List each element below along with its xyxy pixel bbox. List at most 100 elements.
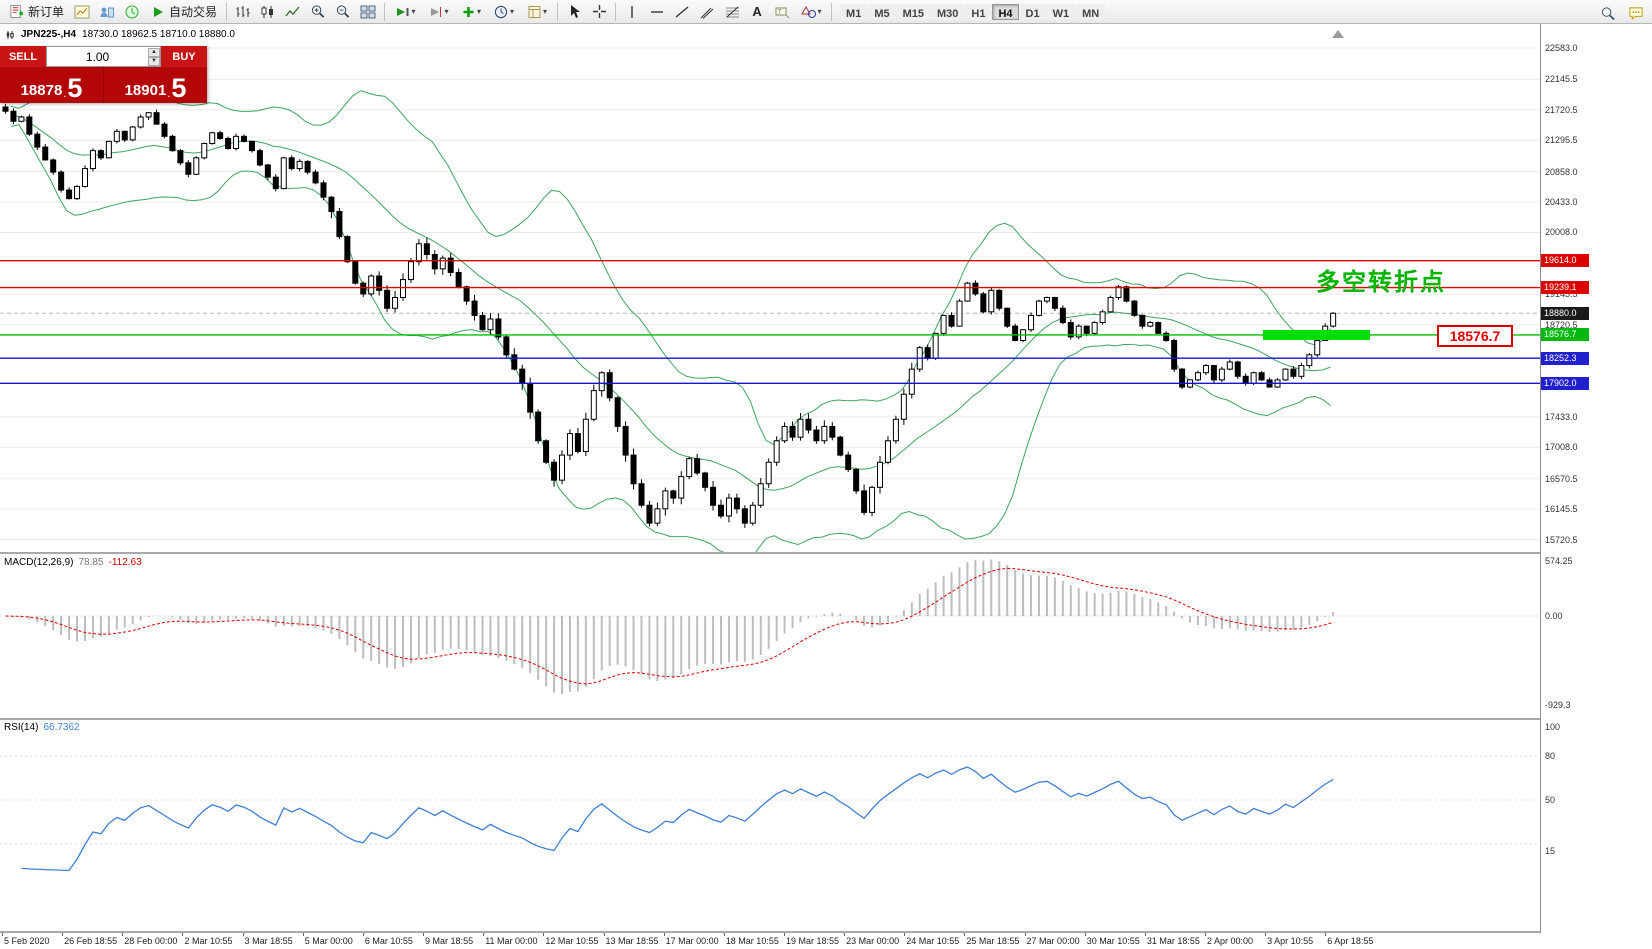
rsi-scale-tick: 15 — [1545, 846, 1556, 857]
price-tick: 20433.0 — [1545, 197, 1578, 207]
macd-histogram — [12, 559, 1335, 695]
chart-shift-marker[interactable] — [1332, 30, 1344, 38]
horizontal-line-tool-icon[interactable] — [645, 1, 669, 23]
time-tick — [1325, 933, 1327, 936]
time-tick — [182, 933, 184, 936]
green-highlight-bar[interactable] — [1263, 330, 1370, 340]
zoom-in-icon[interactable] — [306, 1, 330, 23]
rsi-value: 66.7362 — [43, 722, 80, 733]
price-badge: 18576.7 — [1541, 328, 1589, 342]
cursor-icon[interactable] — [562, 1, 586, 23]
volume-up-icon[interactable]: ▲ — [148, 47, 160, 57]
chart-icon — [6, 30, 14, 39]
tf-button-H1[interactable]: H1 — [965, 3, 992, 20]
vertical-line-tool-icon[interactable] — [620, 1, 644, 23]
ask-price[interactable]: 18901. 5 — [124, 73, 187, 103]
periods-icon[interactable]: ▾ — [488, 1, 520, 23]
time-tick — [543, 933, 545, 936]
chart-annotation-text: 多空转折点 — [1316, 269, 1446, 296]
time-tick — [603, 933, 605, 936]
zoom-out-icon[interactable] — [331, 1, 355, 23]
one-click-trade-panel: SELL ▲ ▼ BUY 18878.5 18901.5 — [0, 46, 207, 103]
bid-price[interactable]: 18878. 5 — [0, 67, 104, 103]
price-badge: 19614.0 — [1541, 254, 1589, 268]
toolbar-separator — [226, 2, 228, 21]
tile-windows-icon[interactable] — [356, 1, 380, 23]
profiles-icon[interactable] — [95, 1, 119, 23]
tf-button-W1[interactable]: W1 — [1046, 3, 1076, 20]
tf-button-M30[interactable]: M30 — [931, 3, 965, 20]
auto-trading-label: 自动交易 — [169, 5, 218, 19]
price-tick: 16145.5 — [1545, 504, 1578, 515]
ask-int: 18901 — [124, 82, 167, 99]
search-icon[interactable] — [1596, 2, 1620, 24]
tf-button-M15[interactable]: M15 — [896, 3, 930, 20]
time-label: 27 Mar 00:00 — [1026, 936, 1080, 946]
ohlc-bars-mode-icon[interactable] — [231, 1, 255, 23]
templates-icon[interactable]: ▾ — [521, 1, 553, 23]
pane-separator[interactable] — [0, 552, 1652, 554]
rsi-line — [21, 766, 1334, 872]
channel-tool-icon[interactable] — [695, 1, 719, 23]
tf-button-M5[interactable]: M5 — [868, 3, 896, 20]
new-chart-icon[interactable] — [70, 1, 94, 23]
time-tick — [362, 933, 364, 936]
toolbar-separator — [557, 2, 559, 21]
chart-title: JPN225-,H4 — [21, 29, 77, 40]
crosshair-icon[interactable] — [587, 1, 611, 23]
auto-scroll-icon[interactable]: ▾ — [389, 1, 421, 23]
price-tick: 21295.5 — [1545, 135, 1578, 146]
macd-pane-canvas[interactable] — [0, 554, 1540, 718]
candlestick-mode-icon[interactable] — [256, 1, 280, 23]
volume-down-icon[interactable]: ▼ — [148, 56, 160, 66]
price-callout-label[interactable]: 18576.7 — [1437, 325, 1513, 347]
market-watch-icon[interactable] — [120, 1, 144, 23]
chart-ohlc-values: 18730.0 18962.5 18710.0 18880.0 — [82, 29, 235, 40]
tf-button-H4[interactable]: H4 — [992, 3, 1019, 20]
price-badge: 19239.1 — [1541, 281, 1589, 295]
macd-scale-tick: -929.3 — [1545, 699, 1571, 710]
bollinger-band — [10, 124, 1331, 552]
toolbar-right-group — [1596, 2, 1648, 24]
indicators-icon[interactable]: ▾ — [455, 1, 487, 23]
line-chart-mode-icon[interactable] — [281, 1, 305, 23]
time-label: 23 Mar 00:00 — [846, 936, 900, 946]
time-label: 19 Mar 18:55 — [785, 936, 839, 946]
macd-label: MACD(12,26,9) 78.85 -112.63 — [4, 557, 142, 568]
rsi-name: RSI(14) — [4, 722, 39, 733]
text-tool-icon[interactable]: A — [752, 4, 762, 19]
time-tick — [62, 933, 64, 936]
time-label: 24 Mar 10:55 — [906, 936, 960, 946]
macd-scale-tick: 574.25 — [1545, 556, 1573, 567]
time-label: 31 Mar 18:55 — [1146, 936, 1200, 946]
auto-trading-button[interactable]: 自动交易 — [145, 2, 222, 22]
time-label: 25 Mar 18:55 — [966, 936, 1020, 946]
tf-button-M1[interactable]: M1 — [840, 3, 868, 20]
time-tick — [663, 933, 665, 936]
auto-trading-icon — [150, 1, 166, 23]
shapes-tool-icon[interactable]: ▾ — [795, 1, 827, 23]
tf-button-D1[interactable]: D1 — [1019, 3, 1046, 20]
time-label: 13 Mar 18:55 — [605, 936, 659, 946]
ask-frac: 5 — [171, 73, 187, 103]
pane-separator[interactable] — [0, 718, 1652, 720]
main-chart-canvas[interactable] — [0, 24, 1540, 552]
text-label-tool-icon[interactable]: T — [770, 1, 794, 23]
tf-button-MN[interactable]: MN — [1076, 3, 1106, 20]
volume-input[interactable] — [47, 48, 148, 65]
rsi-pane-canvas[interactable] — [0, 720, 1540, 931]
time-label: 11 Mar 00:00 — [485, 936, 538, 946]
time-label: 2 Apr 00:00 — [1207, 936, 1254, 946]
chat-icon[interactable] — [1624, 2, 1648, 24]
fibonacci-tool-icon[interactable] — [720, 1, 744, 23]
pane-separator[interactable] — [0, 931, 1652, 933]
time-tick — [423, 933, 425, 936]
sell-button[interactable]: SELL — [0, 46, 46, 67]
chart-shift-icon[interactable]: ▾ — [422, 1, 454, 23]
time-label: 6 Apr 18:55 — [1327, 936, 1374, 946]
trendline-tool-icon[interactable] — [670, 1, 694, 23]
new-order-button[interactable]: 新订单 — [2, 2, 69, 22]
time-tick — [302, 933, 304, 936]
trade-panel-controls: SELL ▲ ▼ BUY — [0, 46, 207, 67]
buy-button[interactable]: BUY — [161, 46, 207, 67]
